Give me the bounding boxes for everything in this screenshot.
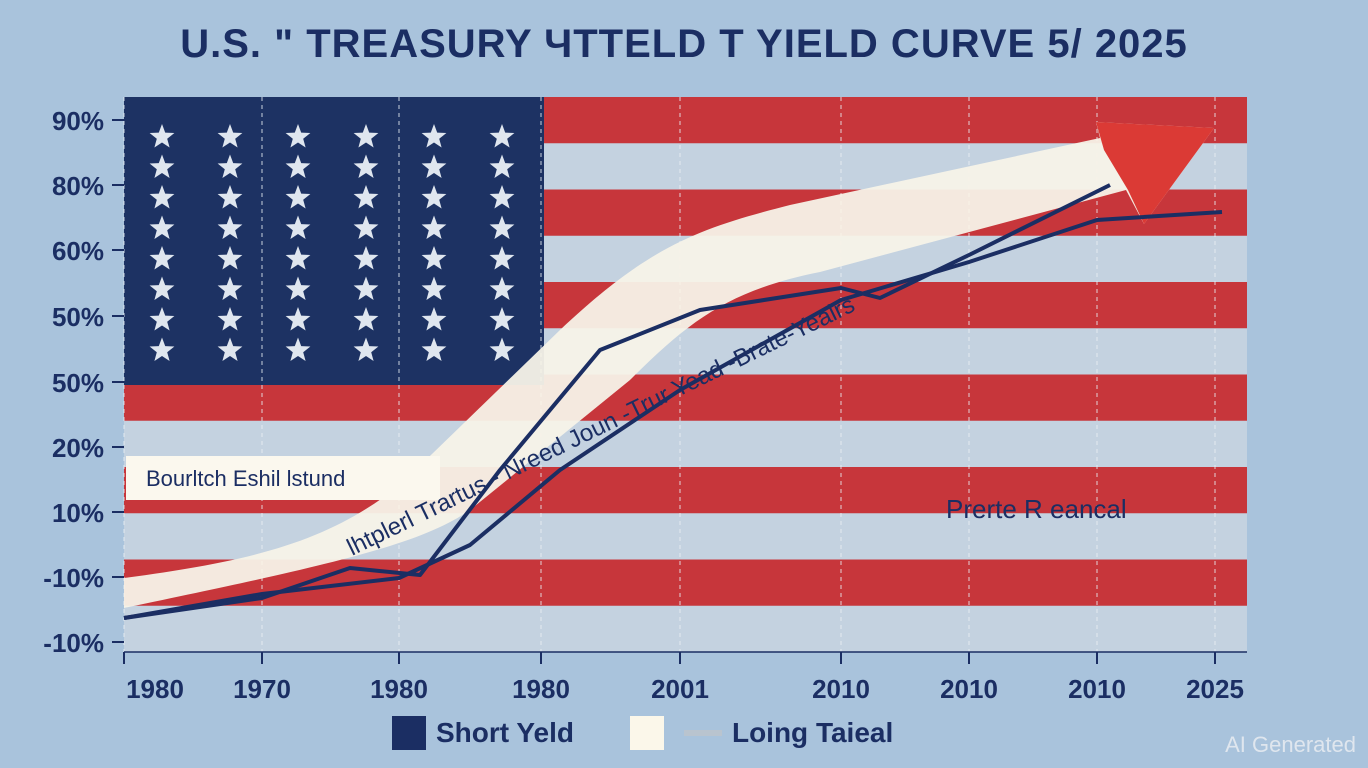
annotation-label-box: Bourltch Eshil lstund [146, 466, 345, 491]
x-tick-label: 2025 [1186, 674, 1244, 704]
series-line-long [123, 183, 1111, 620]
y-tick-label: 20% [52, 433, 104, 463]
star-icon [353, 276, 379, 300]
star-icon [489, 185, 515, 209]
legend-label-long: Loing Taieal [731, 717, 894, 748]
arrow-head-icon [1096, 122, 1214, 224]
star-icon [217, 337, 243, 361]
y-tick-label: 50% [52, 368, 104, 398]
annotation-arrow-body [124, 122, 1214, 608]
star-icon [353, 124, 379, 148]
star-icon [489, 276, 515, 300]
star-icon [353, 215, 379, 239]
star-icon [285, 215, 311, 239]
x-tick-label: 1980 [370, 674, 428, 704]
star-icon [353, 307, 379, 331]
star-icon [421, 307, 447, 331]
x-tick-label: 2010 [940, 674, 998, 704]
annotation-label-right: Prerte R eancal [946, 494, 1127, 524]
x-tick-label: 2001 [651, 674, 709, 704]
star-icon [489, 337, 515, 361]
x-tick-label: 2010 [1068, 674, 1126, 704]
star-icon [149, 154, 175, 178]
y-tick-label: 10% [52, 498, 104, 528]
star-icon [149, 337, 175, 361]
y-tick-label: 80% [52, 171, 104, 201]
legend-swatch-short [392, 716, 426, 750]
flag-stripe [124, 605, 1247, 653]
star-icon [421, 154, 447, 178]
x-tick-label: 1970 [233, 674, 291, 704]
star-icon [149, 246, 175, 270]
legend: Short Yeld Loing Taieal [392, 716, 893, 750]
y-tick-label: -10% [43, 563, 104, 593]
star-icon [217, 154, 243, 178]
y-tick-label: 90% [52, 106, 104, 136]
x-axis: 1980 1970 1980 1980 2001 2010 2010 2010 2025 [123, 651, 1247, 704]
y-axis: 90% 80% 60% 50% 50% 20% 10% -10% -10% [43, 106, 124, 658]
watermark: AI Generated [1225, 732, 1356, 757]
star-icon [489, 124, 515, 148]
star-icon [217, 185, 243, 209]
legend-label-short: Short Yeld [436, 717, 574, 748]
star-icon [421, 276, 447, 300]
flag-canton [124, 97, 544, 385]
star-icon [285, 154, 311, 178]
x-tick-label: 2010 [812, 674, 870, 704]
star-icon [353, 246, 379, 270]
legend-line-long [683, 730, 722, 736]
star-icon [149, 215, 175, 239]
star-icon [421, 246, 447, 270]
y-tick-label: 60% [52, 236, 104, 266]
star-icon [285, 307, 311, 331]
star-icon [217, 124, 243, 148]
star-icon [421, 185, 447, 209]
star-icon [217, 215, 243, 239]
star-icon [217, 276, 243, 300]
star-icon [149, 185, 175, 209]
star-icon [353, 337, 379, 361]
x-tick-label: 1980 [512, 674, 570, 704]
star-icon [489, 154, 515, 178]
series-lines [123, 183, 1223, 620]
y-tick-label: -10% [43, 628, 104, 658]
legend-swatch-long [629, 716, 664, 750]
star-icon [217, 307, 243, 331]
star-icon [353, 154, 379, 178]
series-line-short [123, 210, 1223, 620]
star-icon [285, 185, 311, 209]
star-icon [285, 276, 311, 300]
star-icon [149, 276, 175, 300]
annotation-ribbon [124, 122, 1214, 608]
annotation-box [126, 456, 440, 500]
chart-title: U.S. " TREASURY ЧTTELD T YIELD CURVE 5/ … [180, 22, 1188, 66]
star-icon [489, 215, 515, 239]
star-icon [353, 185, 379, 209]
star-icon [489, 307, 515, 331]
star-icon [149, 307, 175, 331]
star-icon [421, 215, 447, 239]
y-tick-label: 50% [52, 302, 104, 332]
star-icon [421, 124, 447, 148]
star-icon [149, 124, 175, 148]
star-icon [421, 337, 447, 361]
x-tick-label: 1980 [126, 674, 184, 704]
star-icon [285, 246, 311, 270]
star-icon [285, 124, 311, 148]
star-icon [217, 246, 243, 270]
star-icon [285, 337, 311, 361]
star-icon [489, 246, 515, 270]
